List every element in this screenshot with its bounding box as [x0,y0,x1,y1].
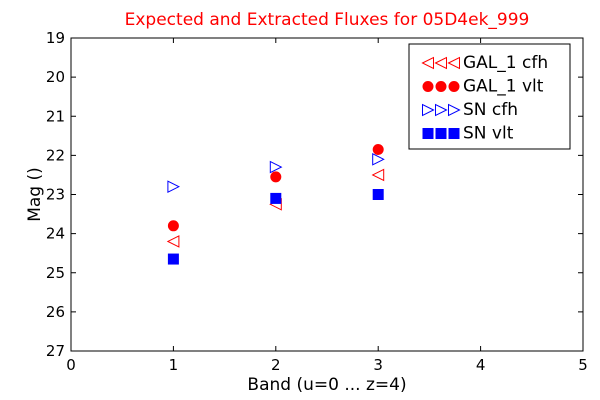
legend-label-sn-cfh: SN cfh [463,100,518,120]
legend-marker-gal-1-cfh [447,56,460,70]
point-sn-vlt [372,189,384,200]
chart-title: Expected and Extracted Fluxes for 05D4ek… [125,10,530,30]
data-markers [166,144,385,265]
point-sn-vlt [167,253,179,265]
point-gal-1-vlt [270,171,282,183]
legend-marker-gal-1-vlt [435,81,447,92]
legend: GAL_1 cfh GAL_1 vlt SN cfh SN vlt [408,43,571,150]
y-tick-label: 19 [46,29,65,47]
y-tick-label: 22 [46,146,65,164]
y-tick-label: 24 [46,225,65,243]
point-sn-vlt [270,192,282,204]
point-gal-1-cfh [371,168,385,182]
legend-label-sn-vlt: SN vlt [463,124,514,144]
y-tick-label: 20 [46,68,65,86]
x-tick-label: 1 [169,356,179,374]
x-axis-label: Band (u=0 ... z=4) [247,375,406,395]
x-tick-label: 3 [373,356,383,374]
y-axis: 19 20 21 22 23 24 25 26 27 [46,29,583,360]
y-tick-label: 27 [46,342,65,360]
point-gal-1-vlt [372,144,384,156]
point-sn-cfh [372,152,385,166]
legend-marker-gal-1-vlt [448,81,460,92]
x-tick-label: 4 [476,356,486,374]
y-tick-label: 25 [46,264,65,282]
legend-marker-gal-1-cfh [434,56,447,70]
legend-marker-sn-vlt [448,128,460,139]
x-axis: 0 1 2 3 4 5 [66,38,588,374]
point-sn-cfh [167,180,181,193]
y-tick-label: 21 [46,107,65,125]
point-sn-cfh [269,160,283,174]
x-tick-label: 5 [578,356,588,374]
legend-label-gal-1-cfh: GAL_1 cfh [463,53,548,73]
y-tick-label: 23 [46,186,65,204]
legend-marker-sn-cfh [448,103,461,117]
legend-marker-sn-cfh [422,103,435,117]
legend-marker-sn-vlt [435,128,447,139]
y-axis-label: Mag () [25,167,45,222]
legend-marker-gal-1-cfh [421,56,434,70]
x-tick-label: 0 [66,356,76,374]
point-gal-1-vlt [167,220,179,232]
y-tick-label: 26 [46,303,65,321]
legend-label-gal-1-vlt: GAL_1 vlt [463,77,544,97]
legend-marker-sn-vlt [422,128,434,139]
x-tick-label: 2 [271,356,281,374]
point-gal-1-cfh [166,235,180,248]
legend-marker-sn-cfh [435,103,448,117]
legend-marker-gal-1-vlt [422,81,434,92]
